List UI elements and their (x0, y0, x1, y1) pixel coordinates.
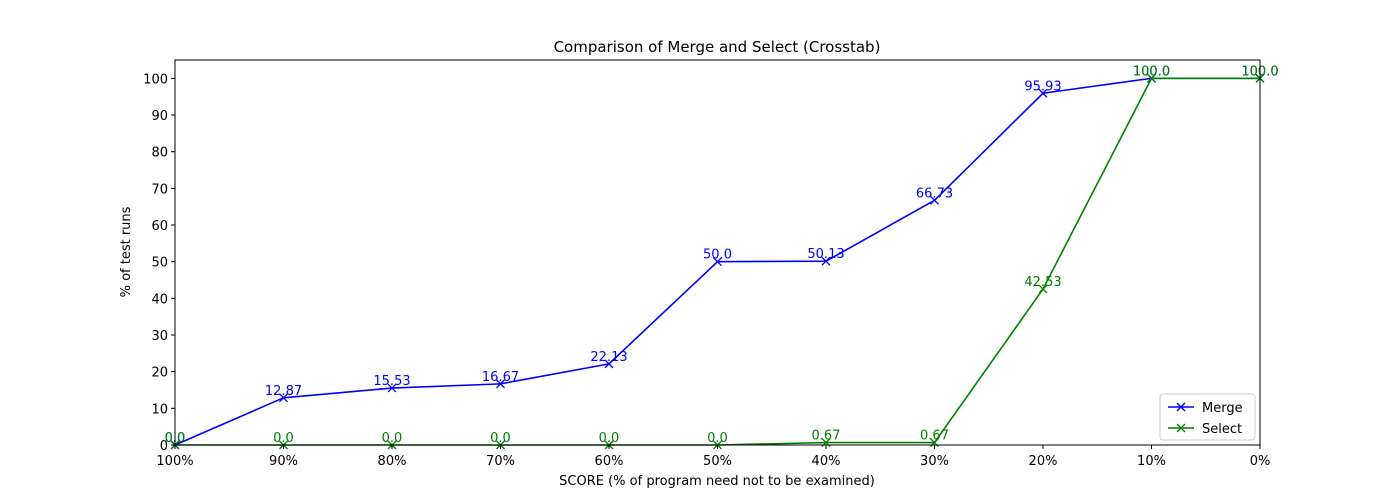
data-label-select: 0.0 (599, 431, 620, 446)
x-tick-label: 0% (1250, 454, 1271, 469)
y-tick-label: 100 (143, 72, 168, 87)
y-tick-label: 80 (151, 146, 168, 161)
y-tick-label: 50 (151, 256, 168, 271)
data-point-select (1038, 284, 1048, 294)
data-point-merge (604, 359, 614, 369)
x-tick-label: 80% (378, 454, 407, 469)
x-tick-label: 20% (1029, 454, 1058, 469)
legend-item-select: Select (1168, 422, 1242, 437)
data-point-merge (713, 257, 722, 267)
plot-area: 0.0 12.87 15.53 16.67 22.13 50.0 50.13 66.73 95.… (143, 59, 1279, 469)
data-label-merge: 50.0 (703, 248, 732, 263)
y-tick-label: 70 (151, 182, 168, 197)
data-point-merge (496, 379, 505, 389)
data-label-merge: 95.93 (1024, 79, 1061, 94)
y-tick-label: 20 (151, 366, 168, 381)
x-tick-label: 60% (595, 454, 624, 469)
data-label-select: 0.0 (382, 431, 403, 446)
data-label-select: 0.0 (490, 431, 511, 446)
data-label-merge: 12.87 (265, 384, 302, 399)
chart-title: Comparison of Merge and Select (Crosstab… (554, 38, 881, 56)
data-label-select: 0.0 (273, 431, 294, 446)
x-tick-label: 90% (269, 454, 298, 469)
x-axis-label: SCORE (% of program need not to be exami… (559, 474, 875, 489)
y-tick-label: 90 (151, 109, 168, 124)
x-tick-label: 70% (486, 454, 515, 469)
data-label-select: 0.67 (920, 429, 949, 444)
x-tick-label: 100% (156, 454, 193, 469)
y-tick-label: 60 (151, 219, 168, 234)
x-tick-label: 50% (703, 454, 732, 469)
data-point-merge (930, 195, 939, 205)
data-label-select: 100.0 (1133, 64, 1170, 79)
data-point-merge (821, 256, 831, 266)
data-point-merge (387, 383, 397, 393)
y-tick-label: 10 (151, 402, 168, 417)
x-tick-label: 30% (920, 454, 949, 469)
data-label-merge: 22.13 (590, 350, 627, 365)
y-axis-label: % of test runs (119, 206, 134, 297)
legend-item-merge: Merge (1168, 401, 1243, 416)
legend-label-select: Select (1202, 422, 1242, 437)
x-tick-label: 10% (1137, 454, 1166, 469)
data-point-select (1147, 73, 1156, 83)
data-point-merge (279, 393, 288, 403)
data-point-merge (1038, 88, 1048, 98)
x-tick-label: 40% (812, 454, 841, 469)
y-tick-label: 0 (160, 439, 168, 454)
data-label-merge: 16.67 (482, 370, 519, 385)
data-label-select: 0.67 (812, 429, 841, 444)
data-label-merge: 66.73 (916, 186, 953, 201)
legend-label-merge: Merge (1202, 401, 1243, 416)
y-tick-label: 30 (151, 329, 168, 344)
data-label-merge: 15.53 (373, 374, 410, 389)
data-label-merge: 50.13 (807, 247, 844, 262)
data-label-select: 42.53 (1024, 275, 1061, 290)
y-tick-label: 40 (151, 292, 168, 307)
data-label-merge: 100.0 (1133, 64, 1170, 79)
data-label-select: 0.0 (707, 431, 728, 446)
